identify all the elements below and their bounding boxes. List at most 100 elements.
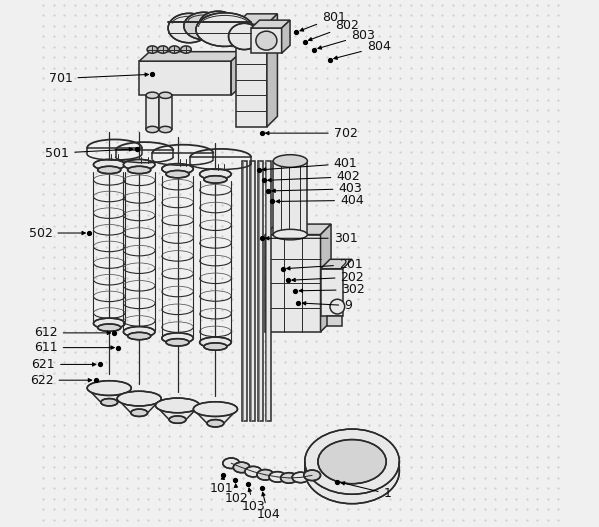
Bar: [320, 269, 343, 316]
Ellipse shape: [233, 462, 250, 473]
Text: 401: 401: [262, 157, 358, 171]
Ellipse shape: [199, 11, 237, 37]
Ellipse shape: [257, 470, 274, 480]
Ellipse shape: [305, 438, 400, 504]
Text: 802: 802: [308, 19, 359, 41]
Text: 804: 804: [334, 41, 391, 60]
Ellipse shape: [166, 339, 189, 346]
Ellipse shape: [117, 391, 161, 406]
Ellipse shape: [168, 13, 210, 43]
Bar: [251, 28, 282, 53]
Polygon shape: [139, 52, 241, 61]
Text: 621: 621: [32, 358, 96, 371]
Ellipse shape: [169, 416, 186, 423]
Polygon shape: [193, 409, 237, 423]
Ellipse shape: [204, 343, 227, 350]
Text: 9: 9: [302, 299, 352, 312]
Ellipse shape: [305, 429, 400, 494]
Ellipse shape: [184, 12, 224, 40]
Ellipse shape: [131, 409, 147, 416]
Ellipse shape: [98, 324, 121, 331]
Text: 501: 501: [46, 147, 132, 160]
Ellipse shape: [98, 166, 121, 173]
Ellipse shape: [199, 337, 231, 348]
Ellipse shape: [123, 160, 155, 170]
Ellipse shape: [330, 299, 344, 314]
Text: 803: 803: [318, 29, 375, 49]
Ellipse shape: [256, 31, 277, 50]
Polygon shape: [231, 52, 241, 95]
Ellipse shape: [269, 472, 286, 482]
Ellipse shape: [318, 440, 386, 484]
Bar: [327, 316, 341, 326]
Ellipse shape: [229, 23, 260, 50]
Bar: [250, 161, 255, 421]
Polygon shape: [117, 398, 161, 413]
Text: 502: 502: [29, 227, 85, 239]
Ellipse shape: [87, 380, 131, 395]
Bar: [266, 161, 271, 421]
Ellipse shape: [280, 473, 297, 483]
Ellipse shape: [245, 466, 262, 477]
Ellipse shape: [147, 46, 158, 53]
Text: 103: 103: [241, 488, 265, 513]
Ellipse shape: [193, 402, 237, 416]
Ellipse shape: [196, 13, 254, 46]
Ellipse shape: [159, 92, 172, 99]
Ellipse shape: [273, 155, 307, 167]
Ellipse shape: [166, 170, 189, 178]
Text: 702: 702: [265, 126, 358, 140]
Bar: [237, 24, 267, 127]
Polygon shape: [265, 224, 331, 235]
Ellipse shape: [273, 229, 307, 240]
Ellipse shape: [213, 14, 249, 38]
Ellipse shape: [93, 318, 125, 329]
Ellipse shape: [93, 160, 125, 170]
Bar: [242, 161, 247, 421]
Ellipse shape: [223, 458, 240, 469]
Ellipse shape: [159, 126, 172, 133]
Bar: [265, 235, 320, 332]
Text: 302: 302: [300, 284, 365, 296]
Text: 202: 202: [292, 271, 364, 284]
Text: 403: 403: [272, 182, 362, 196]
Ellipse shape: [123, 327, 155, 337]
Text: 612: 612: [34, 326, 111, 339]
Text: 701: 701: [49, 72, 149, 85]
Ellipse shape: [292, 472, 309, 483]
Text: 801: 801: [300, 11, 346, 31]
Text: 101: 101: [210, 476, 234, 495]
Ellipse shape: [156, 398, 199, 413]
Bar: [258, 161, 263, 421]
Text: 104: 104: [256, 492, 280, 521]
Ellipse shape: [162, 333, 193, 344]
Ellipse shape: [207, 419, 224, 427]
Ellipse shape: [204, 175, 227, 183]
Ellipse shape: [169, 46, 180, 53]
Ellipse shape: [181, 46, 191, 53]
Polygon shape: [237, 14, 277, 24]
Polygon shape: [267, 14, 277, 127]
Text: 611: 611: [34, 341, 114, 354]
Polygon shape: [87, 388, 131, 402]
Bar: [159, 95, 172, 130]
Polygon shape: [320, 224, 331, 332]
Bar: [273, 161, 307, 235]
Ellipse shape: [128, 333, 151, 340]
Text: 402: 402: [268, 170, 360, 183]
Text: 404: 404: [276, 194, 364, 207]
Text: 1: 1: [341, 482, 392, 500]
Ellipse shape: [101, 398, 117, 406]
Ellipse shape: [199, 169, 231, 179]
Polygon shape: [282, 20, 290, 53]
Bar: [146, 95, 159, 130]
Polygon shape: [251, 20, 290, 28]
Polygon shape: [156, 405, 199, 419]
Ellipse shape: [146, 92, 159, 99]
Text: 201: 201: [286, 258, 362, 271]
Text: 102: 102: [225, 484, 249, 505]
Ellipse shape: [128, 166, 151, 173]
Bar: [139, 61, 231, 95]
Ellipse shape: [162, 164, 193, 174]
Ellipse shape: [158, 46, 168, 53]
